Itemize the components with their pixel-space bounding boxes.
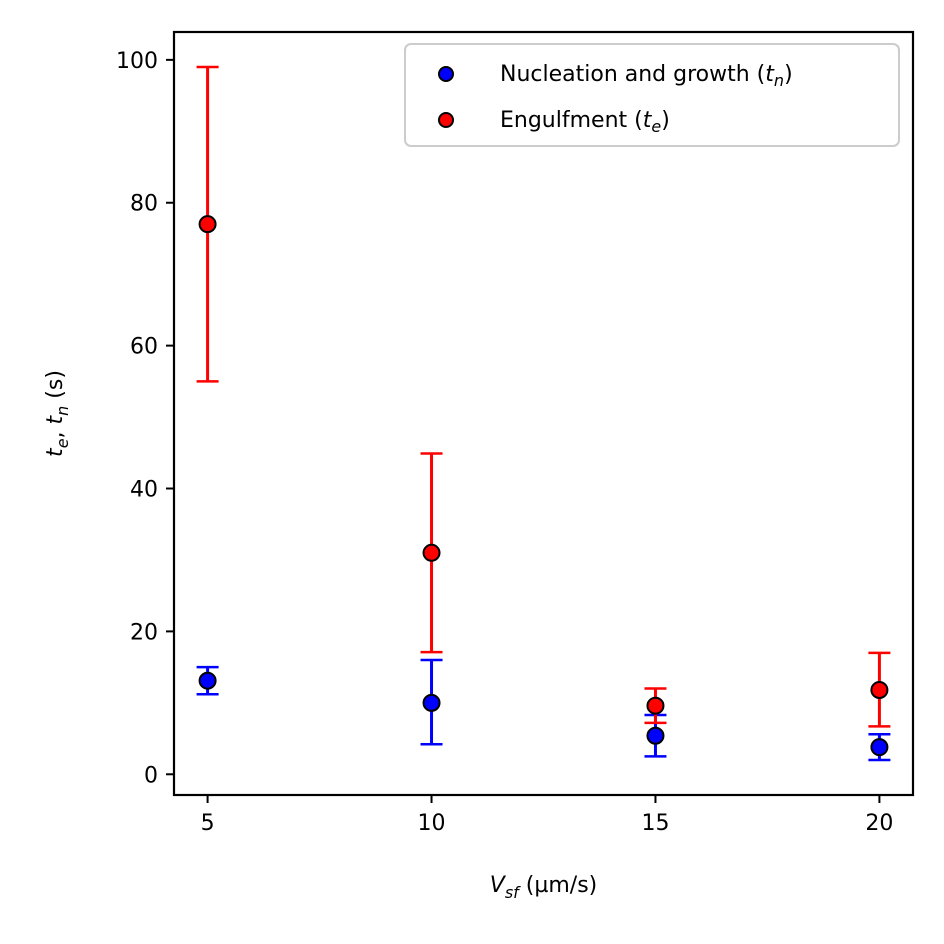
data-point-nucleation: [870, 738, 889, 757]
x-tick-label: 20: [865, 811, 893, 836]
x-tick-label: 10: [418, 811, 446, 836]
y-tick-label: 80: [130, 192, 158, 217]
y-tick-label: 0: [144, 763, 158, 788]
data-point-engulfment: [870, 680, 889, 699]
y-tick-label: 60: [130, 335, 158, 360]
legend-box: [404, 43, 900, 147]
data-point-nucleation: [646, 726, 665, 745]
legend: Nucleation and growth (tn) Engulfment (t…: [404, 43, 900, 147]
data-point-engulfment: [198, 215, 217, 234]
x-axis: 5 10 15 20: [201, 795, 893, 836]
legend-label-engulfment: Engulfment (te): [500, 108, 670, 136]
y-axis: 0 20 40 60 80 100: [116, 49, 174, 788]
legend-label-nucleation: Nucleation and growth (tn): [500, 62, 793, 90]
legend-marker-nucleation: [438, 66, 454, 82]
x-tick-label: 15: [641, 811, 669, 836]
data-point-engulfment: [646, 696, 665, 715]
plot-area-frame: [172, 30, 915, 797]
y-tick-label: 100: [116, 49, 158, 74]
data-markers: [198, 215, 889, 757]
legend-marker-engulfment: [438, 112, 454, 128]
x-axis-label: Vsf (µm/s): [490, 873, 598, 902]
data-point-nucleation: [198, 671, 217, 690]
x-tick-label: 5: [201, 811, 215, 836]
data-point-engulfment: [422, 543, 441, 562]
y-tick-label: 40: [130, 478, 158, 503]
data-point-nucleation: [422, 693, 441, 712]
y-axis-label: te, tn (s): [43, 370, 72, 457]
y-tick-label: 20: [130, 620, 158, 645]
